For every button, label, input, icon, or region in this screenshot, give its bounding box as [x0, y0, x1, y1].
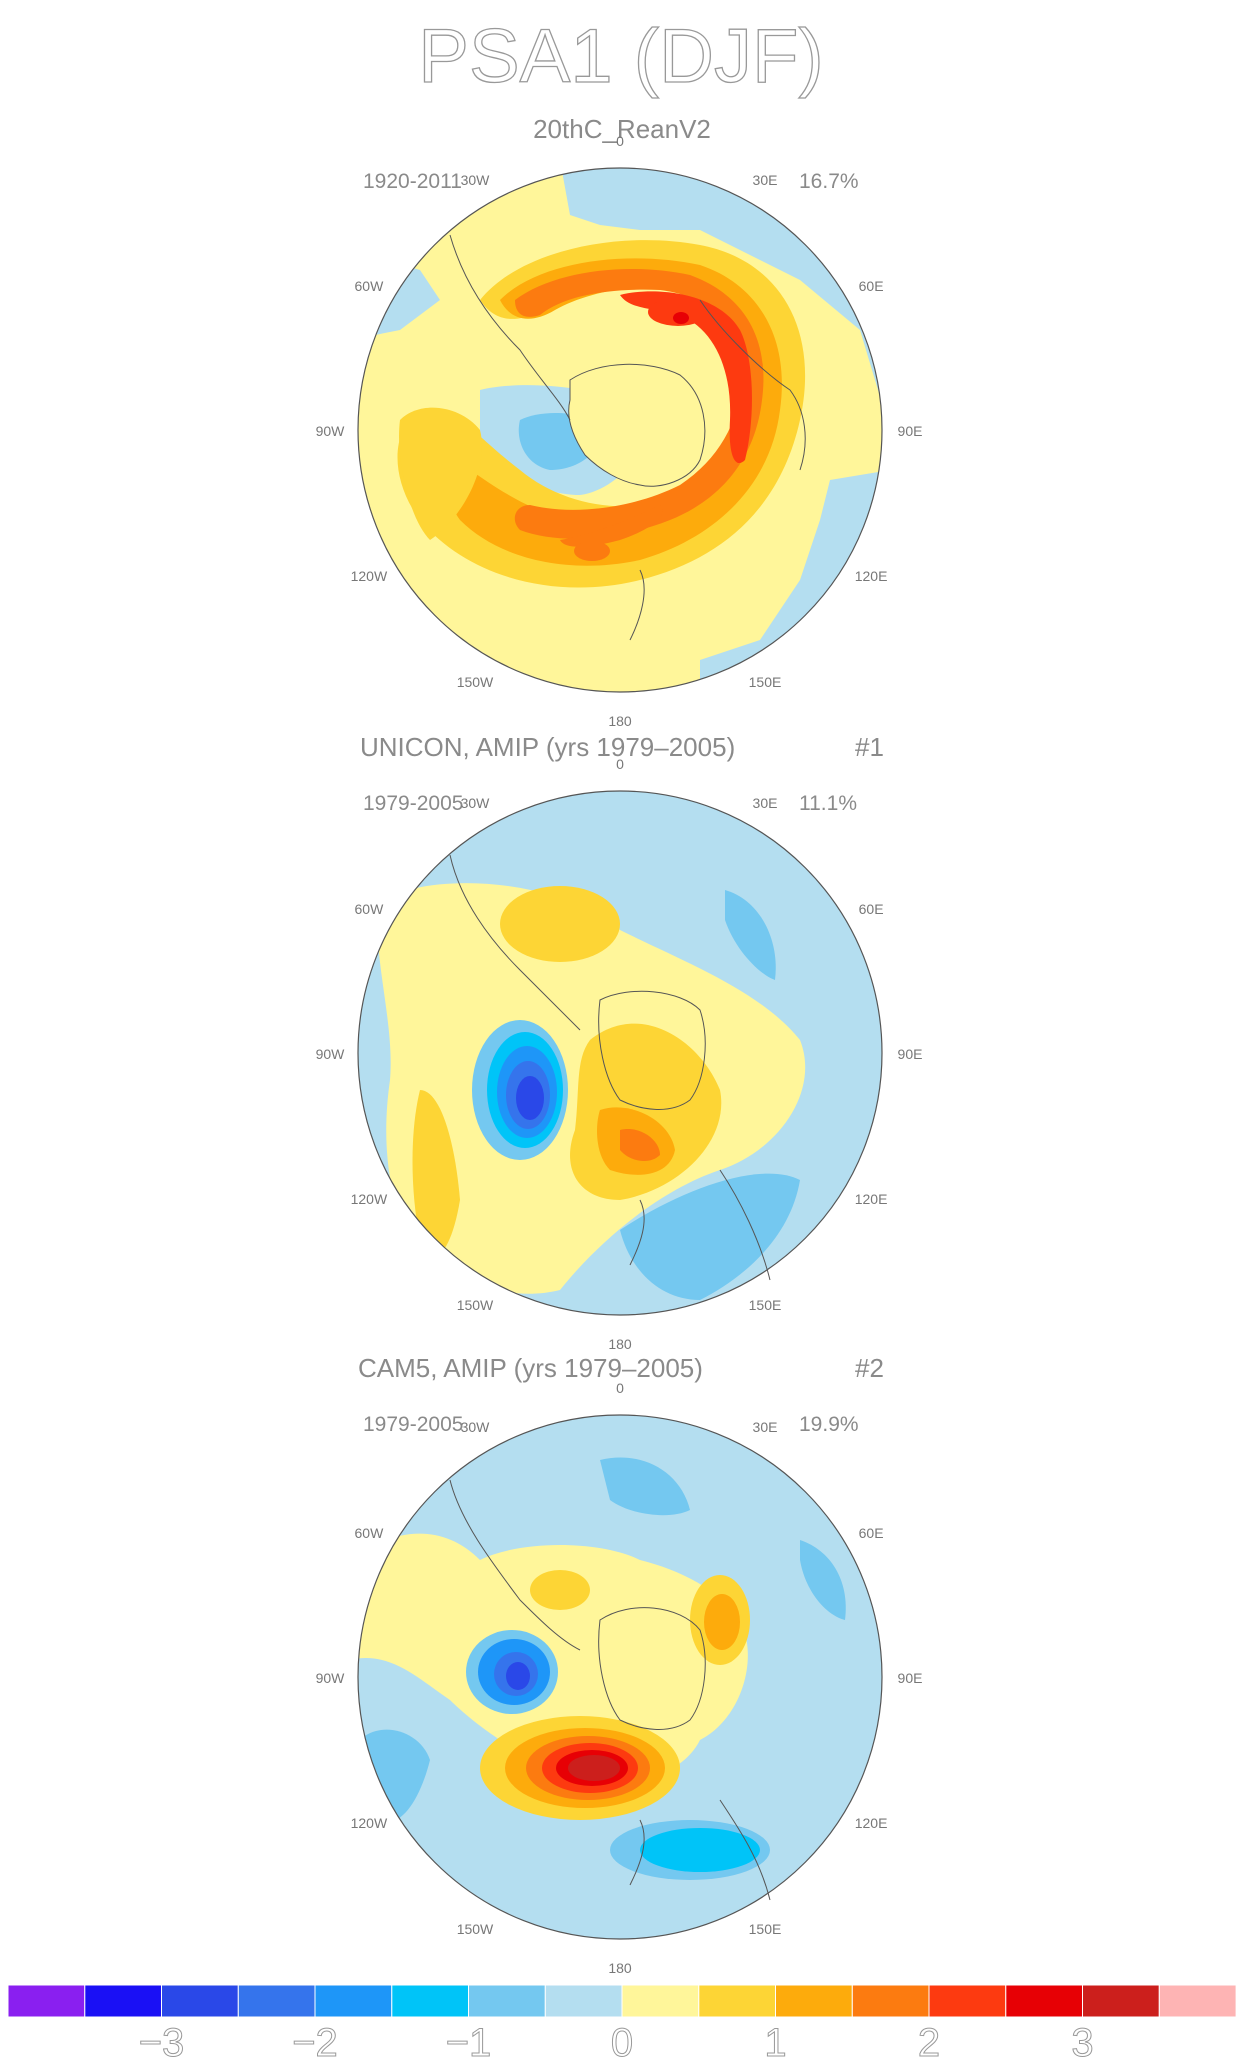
- longitude-label: 150W: [457, 1297, 494, 1313]
- colorbar-tick-label: 3: [1071, 2021, 1093, 2064]
- colorbar-swatch: [7, 1984, 86, 2018]
- map-field: [358, 791, 882, 1315]
- longitude-label: 120E: [855, 1815, 888, 1831]
- colorbar-swatch: [698, 1984, 777, 2018]
- longitude-label: 90E: [898, 1670, 923, 1686]
- colorbar-swatch: [237, 1984, 316, 2018]
- longitude-label: 30W: [461, 172, 491, 188]
- longitude-label: 150E: [749, 1921, 782, 1937]
- longitude-label: 60E: [859, 1525, 884, 1541]
- colorbar-swatch: [1005, 1984, 1084, 2018]
- longitude-label: 120E: [855, 568, 888, 584]
- coastline: [449, 854, 581, 1031]
- panel-variance: 16.7%: [799, 170, 859, 193]
- longitude-label: 150E: [749, 674, 782, 690]
- coastline: [449, 1479, 581, 1651]
- continent-outline: [598, 990, 706, 1110]
- colorbar-swatch: [851, 1984, 930, 2018]
- panel-title: UNICON, AMIP (yrs 1979–2005): [360, 732, 735, 762]
- longitude-label: 60W: [355, 901, 385, 917]
- coastline: [449, 234, 571, 421]
- continent-outline: [598, 1607, 706, 1730]
- longitude-label: 0: [616, 1380, 624, 1396]
- colorbar-tick-label: 2: [918, 2021, 940, 2064]
- longitude-labels: 0 30E 60E 90E 120E 150E 180 150W 120W 90W 60W 30W 0 3…: [316, 133, 923, 1976]
- longitude-label: 120W: [351, 1191, 388, 1207]
- longitude-label: 90E: [898, 423, 923, 439]
- panel-tag: #1: [855, 732, 884, 762]
- longitude-label: 150W: [457, 1921, 494, 1937]
- map-field: [358, 1415, 882, 1939]
- colorbar-tick-label: −3: [139, 2021, 185, 2064]
- longitude-label: 120W: [351, 1815, 388, 1831]
- colorbar-tick-label: −1: [446, 2021, 492, 2064]
- longitude-label: 180: [608, 1960, 632, 1976]
- colorbar-tick-label: 0: [611, 2021, 633, 2064]
- coastline: [629, 1819, 645, 1886]
- longitude-label: 60W: [355, 278, 385, 294]
- longitude-label: 30W: [461, 1419, 491, 1435]
- panel-variance: 11.1%: [799, 792, 857, 815]
- panel-title: 20thC_ReanV2: [533, 114, 711, 144]
- coastline: [699, 299, 806, 471]
- longitude-label: 150W: [457, 674, 494, 690]
- longitude-label: 30E: [753, 172, 778, 188]
- longitude-label: 0: [616, 133, 624, 149]
- longitude-label: 90W: [316, 1046, 346, 1062]
- colorbar-swatch: [84, 1984, 163, 2018]
- longitude-label: 120W: [351, 568, 388, 584]
- colorbar-swatch: [161, 1984, 239, 2018]
- colorbar-swatch: [544, 1984, 623, 2018]
- colorbar-swatch: [391, 1984, 470, 2018]
- longitude-label: 180: [608, 713, 632, 729]
- coastline: [719, 1799, 771, 1901]
- panel-tag: #2: [855, 1353, 884, 1383]
- longitude-label: 90W: [316, 423, 346, 439]
- panel-years: 1979-2005: [363, 792, 463, 815]
- coastline: [629, 1199, 645, 1266]
- coastline: [719, 1169, 771, 1281]
- continent-outline: [568, 363, 706, 487]
- panel-years: 1979-2005: [363, 1413, 463, 1436]
- panel-1: 20thC_ReanV2 1920-2011 16.7%: [357, 114, 883, 693]
- colorbar-swatch: [468, 1984, 546, 2018]
- longitude-label: 90W: [316, 1670, 346, 1686]
- longitude-label: 150E: [749, 1297, 782, 1313]
- longitude-label: 30E: [753, 1419, 778, 1435]
- panel-years: 1920-2011: [363, 170, 462, 193]
- panel-title: CAM5, AMIP (yrs 1979–2005): [358, 1353, 703, 1383]
- panel-variance: 19.9%: [799, 1413, 859, 1436]
- colorbar-swatch: [928, 1984, 1007, 2018]
- longitude-label: 90E: [898, 1046, 923, 1062]
- panel-2: UNICON, AMIP (yrs 1979–2005) #1 1979-200…: [357, 732, 884, 1316]
- colorbar-tick-label: −2: [292, 2021, 338, 2064]
- longitude-label: 0: [616, 756, 624, 772]
- longitude-label: 180: [608, 1336, 632, 1352]
- longitude-label: 60E: [859, 278, 884, 294]
- panel-3: CAM5, AMIP (yrs 1979–2005) #2 1979-2005 …: [357, 1353, 884, 1940]
- longitude-label: 60E: [859, 901, 884, 917]
- colorbar-swatch: [1158, 1984, 1237, 2018]
- coastline: [629, 569, 645, 641]
- longitude-label: 30E: [753, 795, 778, 811]
- longitude-label: 120E: [855, 1191, 888, 1207]
- colorbar: −3 −2 −1 0 1 2 3: [7, 1984, 1237, 2064]
- longitude-label: 30W: [461, 795, 491, 811]
- colorbar-tick-label: 1: [764, 2021, 786, 2064]
- figure-title: PSA1 (DJF): [418, 14, 823, 99]
- colorbar-swatch: [314, 1984, 393, 2018]
- colorbar-swatch: [775, 1984, 853, 2018]
- longitude-label: 60W: [355, 1525, 385, 1541]
- colorbar-swatch: [1082, 1984, 1160, 2018]
- colorbar-swatch: [621, 1984, 700, 2018]
